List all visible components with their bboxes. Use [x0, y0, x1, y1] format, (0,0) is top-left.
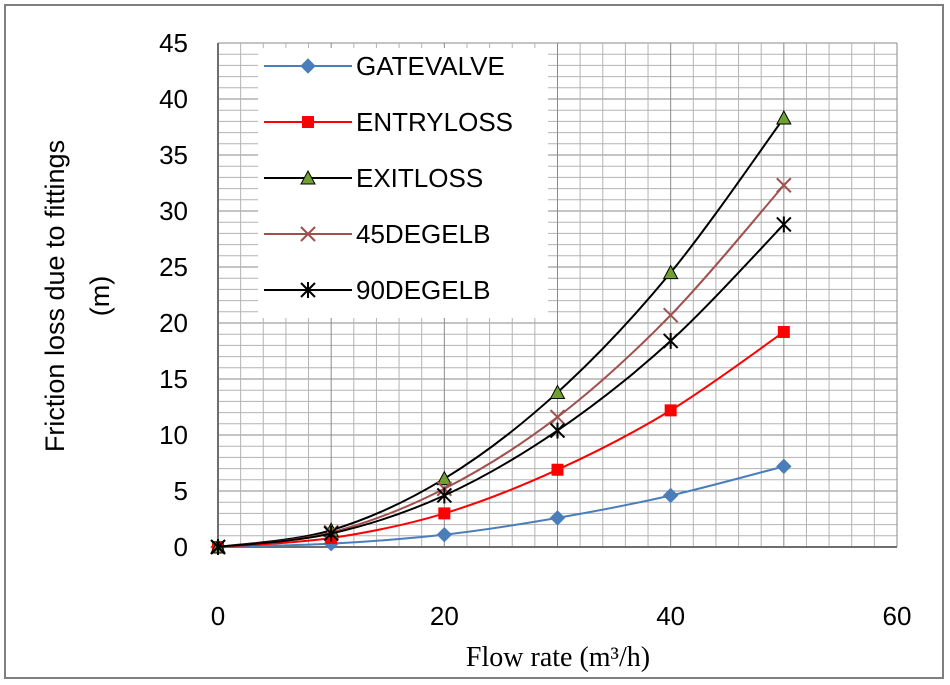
y-axis-label-line2: (m)	[85, 276, 115, 316]
series-line-gatevalve	[217, 465, 785, 548]
legend-marker-90degelb	[300, 282, 316, 298]
y-tick-label: 5	[174, 476, 188, 506]
y-tick-label: 20	[159, 308, 188, 338]
axes	[212, 43, 898, 553]
legend-label-exitloss: EXITLOSS	[356, 163, 483, 193]
legend: GATEVALVE ENTRYLOSS EXITLOSS 45DEGELB 90DEGE…	[258, 48, 548, 318]
x-tick-label: 60	[883, 601, 912, 631]
data-point-45degelb	[662, 307, 679, 323]
x-tick-label: 40	[656, 601, 685, 631]
legend-item-entryloss: ENTRYLOSS	[264, 107, 513, 137]
legend-marker-gatevalve	[300, 58, 316, 74]
data-point-exitloss	[775, 109, 792, 125]
y-tick-label: 15	[159, 364, 188, 394]
y-tick-label: 35	[159, 140, 188, 170]
data-point-90degelb	[436, 487, 453, 504]
data-point-gatevalve	[662, 487, 679, 504]
legend-item-45degelb: 45DEGELB	[264, 219, 490, 249]
x-axis-ticks: 0 20 40 60	[211, 601, 912, 631]
legend-label-gatevalve: GATEVALVE	[356, 51, 505, 81]
data-point-entryloss	[777, 325, 790, 338]
data-point-90degelb	[776, 216, 792, 233]
series-90degelb	[210, 216, 792, 555]
legend-marker-45degelb	[300, 226, 316, 242]
data-point-exitloss	[662, 264, 679, 280]
legend-item-gatevalve: GATEVALVE	[264, 51, 505, 81]
legend-item-exitloss: EXITLOSS	[264, 163, 483, 193]
data-point-gatevalve	[549, 510, 566, 526]
y-tick-label: 40	[159, 84, 188, 114]
y-axis-label-line1: Friction loss due to fittings	[40, 140, 70, 452]
y-tick-label: 30	[159, 196, 188, 226]
y-axis-ticks: 0 5 10 15 20 25 30 35 40 45	[159, 28, 188, 562]
data-point-gatevalve	[436, 526, 453, 543]
x-axis-label: Flow rate (m³/h)	[466, 642, 650, 673]
data-point-90degelb	[323, 525, 339, 542]
data-point-90degelb	[210, 539, 226, 555]
legend-label-90degelb: 90DEGELB	[356, 275, 490, 305]
legend-label-45degelb: 45DEGELB	[356, 219, 490, 249]
data-point-90degelb	[549, 422, 566, 439]
y-tick-label: 25	[159, 252, 188, 282]
legend-label-entryloss: ENTRYLOSS	[356, 107, 513, 137]
data-point-entryloss	[664, 404, 677, 417]
data-point-gatevalve	[776, 458, 792, 475]
data-point-entryloss	[438, 507, 451, 520]
data-point-45degelb	[549, 409, 566, 425]
line-chart: 0 5 10 15 20 25 30 35 40 45 0 20 40 60 GATEVALVE ENTR…	[40, 28, 912, 673]
series-group	[210, 109, 792, 555]
legend-item-90degelb: 90DEGELB	[264, 275, 490, 305]
data-point-exitloss	[436, 470, 453, 486]
chart-frame: 0 5 10 15 20 25 30 35 40 45 0 20 40 60 GATEVALVE ENTR…	[4, 4, 944, 679]
data-point-45degelb	[776, 177, 792, 193]
y-tick-label: 0	[174, 532, 188, 562]
data-point-90degelb	[662, 332, 679, 349]
x-axis-label-unit: (m³/h)	[579, 642, 650, 673]
legend-marker-entryloss	[302, 116, 314, 128]
y-tick-label: 45	[159, 28, 188, 58]
legend-marker-exitloss	[300, 169, 316, 185]
x-axis-label-text: Flow rate	[466, 642, 573, 673]
x-tick-label: 0	[211, 601, 225, 631]
y-tick-label: 10	[159, 420, 188, 450]
series-line-90degelb	[217, 223, 785, 548]
data-point-exitloss	[549, 384, 566, 399]
x-tick-label: 20	[430, 601, 459, 631]
data-point-entryloss	[551, 463, 564, 476]
